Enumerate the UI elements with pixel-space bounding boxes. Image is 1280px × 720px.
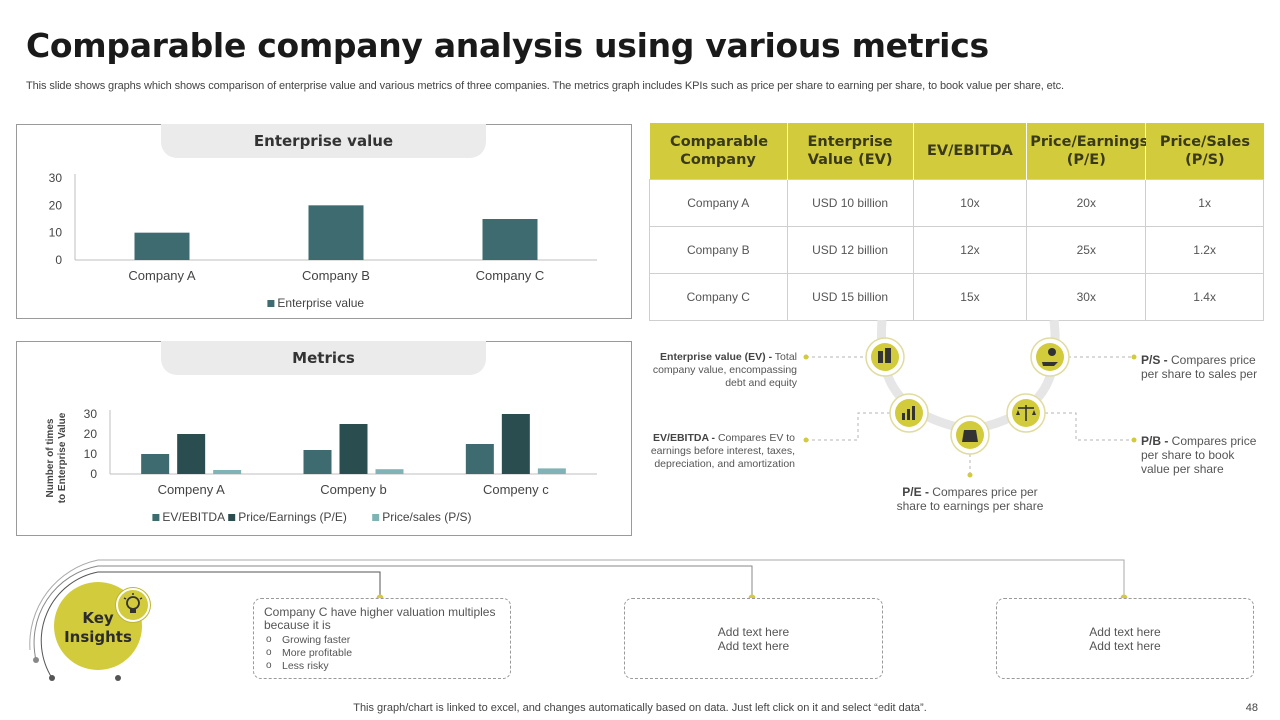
header-enterprise-value: Enterprise Value (EV) bbox=[787, 123, 914, 179]
bar bbox=[482, 219, 538, 260]
table-cell: 20x bbox=[1026, 178, 1147, 227]
x-tick-label: Company A bbox=[128, 268, 196, 283]
header-price-earnings: Price/Earnings (P/E) bbox=[1026, 123, 1148, 179]
metrics-title: Metrics bbox=[161, 341, 486, 375]
enterprise-value-chart: 0 10 20 30 Company A Company B Company C Enterp… bbox=[49, 171, 597, 310]
y-tick-label: 0 bbox=[90, 467, 97, 481]
insight-bullets: Growing faster More profitable Less risk… bbox=[264, 633, 500, 673]
bar bbox=[141, 454, 170, 474]
annotation-pb: P/B - Compares price per share to book v… bbox=[1141, 434, 1257, 476]
legend-swatch bbox=[228, 514, 236, 521]
buildings-icon bbox=[865, 337, 905, 377]
list-item: More profitable bbox=[264, 646, 500, 660]
footer-note: This graph/chart is linked to excel, and… bbox=[353, 702, 927, 714]
list-item: Less risky bbox=[264, 659, 500, 673]
page-number: 48 bbox=[1245, 702, 1258, 714]
bar bbox=[213, 470, 242, 474]
metrics-chart: 0 10 20 30 Compeny A Compeny b Compeny c EV/EBI… bbox=[45, 407, 597, 524]
x-tick-label: Compeny c bbox=[483, 482, 549, 497]
placeholder-text: Add text here bbox=[1089, 638, 1161, 653]
y-axis-label: Number of timesto Enterprise Value bbox=[45, 412, 68, 503]
bar bbox=[375, 469, 404, 474]
x-tick-label: Company C bbox=[476, 268, 545, 283]
annotation-ev: Enterprise value (EV) - Total company va… bbox=[652, 351, 797, 389]
x-tick-label: Compeny A bbox=[158, 482, 226, 497]
table-cell: 12x bbox=[912, 225, 1028, 274]
table-row: Company A USD 10 billion 10x 20x 1x bbox=[649, 178, 1264, 227]
legend-label: Price/sales (P/S) bbox=[382, 510, 471, 524]
header-comparable-company: Comparable Company bbox=[649, 123, 788, 179]
table-header-row: Comparable Company Enterprise Value (EV)… bbox=[649, 123, 1264, 179]
y-tick-label: 30 bbox=[84, 407, 98, 421]
table-cell: 15x bbox=[912, 272, 1028, 321]
table-cell: 1.2x bbox=[1145, 225, 1264, 274]
list-item: Growing faster bbox=[264, 633, 500, 647]
y-tick-label: 20 bbox=[84, 427, 98, 441]
x-tick-label: Compeny b bbox=[320, 482, 386, 497]
annotation-pe: P/E - Compares price per share to earnin… bbox=[896, 485, 1044, 513]
bar-chart-icon bbox=[889, 393, 929, 433]
table-cell: 25x bbox=[1026, 225, 1147, 274]
legend-swatch bbox=[372, 514, 380, 521]
y-tick-label: 0 bbox=[55, 253, 62, 267]
bar bbox=[501, 414, 530, 474]
placeholder-text: Add text here bbox=[717, 624, 790, 639]
table-cell: Company B bbox=[649, 225, 788, 274]
insight-box-2: Add text here Add text here bbox=[624, 598, 883, 679]
insight-text: Company C have higher valuation multiple… bbox=[264, 605, 496, 632]
table-row: Company B USD 12 billion 12x 25x 1.2x bbox=[649, 225, 1264, 274]
insight-box-3: Add text here Add text here bbox=[996, 598, 1254, 679]
money-bag-icon bbox=[950, 415, 990, 455]
y-tick-label: 10 bbox=[49, 226, 63, 240]
y-tick-label: 10 bbox=[84, 447, 98, 461]
table-row: Company C USD 15 billion 15x 30x 1.4x bbox=[649, 272, 1264, 321]
legend-label: Enterprise value bbox=[277, 296, 364, 310]
hand-coin-icon bbox=[1030, 337, 1070, 377]
enterprise-value-title: Enterprise value bbox=[161, 124, 486, 158]
metrics-panel: Metrics 0 10 20 30 Compeny A Compeny b Compeny… bbox=[16, 341, 632, 536]
header-price-sales: Price/Sales (P/S) bbox=[1145, 123, 1264, 179]
bar bbox=[465, 444, 494, 474]
placeholder-text: Add text here bbox=[1089, 624, 1161, 639]
bar bbox=[177, 434, 206, 474]
header-ev-ebitda: EV/EBITDA bbox=[913, 123, 1028, 179]
placeholder-text: Add text here bbox=[717, 638, 790, 653]
x-tick-label: Company B bbox=[302, 268, 370, 283]
legend-swatch bbox=[267, 300, 275, 307]
page-subtitle: This slide shows graphs which shows comp… bbox=[26, 80, 1064, 92]
scales-icon bbox=[1006, 393, 1046, 433]
legend-swatch bbox=[152, 514, 160, 521]
page-title: Comparable company analysis using variou… bbox=[26, 26, 989, 65]
y-tick-label: 30 bbox=[49, 171, 63, 185]
bar bbox=[339, 424, 368, 474]
legend-label: EV/EBITDA bbox=[162, 510, 225, 524]
bar bbox=[134, 232, 190, 260]
bar bbox=[537, 468, 566, 474]
lightbulb-icon bbox=[116, 588, 150, 622]
legend-label: Price/Earnings (P/E) bbox=[238, 510, 347, 524]
insight-box-1: Company C have higher valuation multiple… bbox=[253, 598, 511, 679]
y-tick-label: 20 bbox=[49, 198, 63, 212]
table-cell: USD 15 billion bbox=[786, 272, 914, 321]
table-cell: 1x bbox=[1145, 178, 1264, 227]
bar bbox=[303, 450, 332, 474]
table-cell: 1.4x bbox=[1145, 272, 1264, 321]
metrics-diagram bbox=[803, 320, 1137, 478]
annotation-ev-ebitda: EV/EBITDA - Compares EV to earnings befo… bbox=[650, 432, 795, 470]
bar bbox=[308, 205, 364, 260]
comparable-company-table: Comparable Company Enterprise Value (EV)… bbox=[649, 123, 1264, 321]
enterprise-value-panel: Enterprise value 0 10 20 30 Company A Company… bbox=[16, 124, 632, 319]
table-cell: USD 12 billion bbox=[786, 225, 914, 274]
table-cell: 30x bbox=[1026, 272, 1147, 321]
annotation-ps: P/S - Compares price per share to sales … bbox=[1141, 353, 1258, 381]
